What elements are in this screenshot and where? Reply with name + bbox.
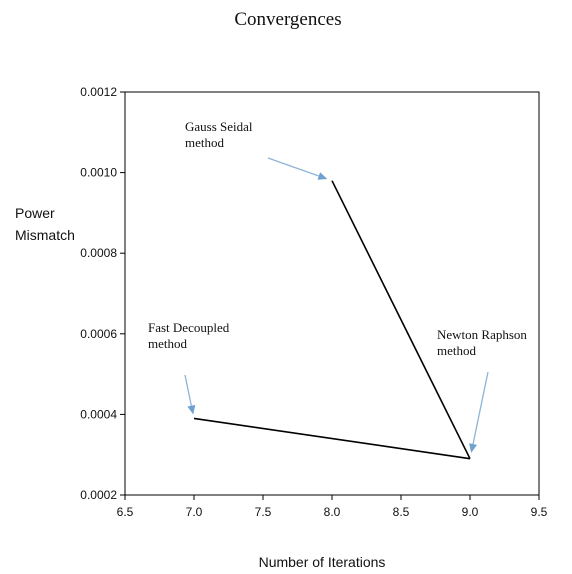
y-axis-label-line-2: Mismatch	[15, 227, 75, 243]
x-tick-label: 7.0	[186, 505, 203, 519]
plot-area	[124, 91, 540, 496]
series-line-2	[331, 180, 471, 460]
x-axis-label: Number of Iterations	[259, 554, 386, 570]
x-tick-label: 7.5	[255, 505, 272, 519]
annotation-text: method	[185, 135, 224, 150]
x-tick-label: 6.5	[117, 505, 134, 519]
x-tick-label: 8.0	[324, 505, 341, 519]
y-axis: 0.0002 0.0004 0.0006 0.0008 0.0010 0.0012	[80, 85, 125, 502]
y-tick-label: 0.0008	[80, 246, 117, 260]
annotation-text: Fast Decoupled	[148, 320, 230, 335]
annotation-text: method	[148, 336, 187, 351]
annotation-arrow	[267, 157, 320, 177]
y-tick-label: 0.0002	[80, 488, 117, 502]
x-tick-label: 9.5	[531, 505, 548, 519]
series-line-1	[193, 417, 471, 460]
y-tick-label: 0.0004	[80, 407, 117, 421]
arrow-head	[469, 443, 477, 453]
arrow-head	[317, 172, 328, 180]
arrow-head	[187, 404, 196, 415]
annotation-text: Newton Raphson	[437, 327, 527, 342]
y-tick-label: 0.0010	[80, 166, 117, 180]
annotation-text: Gauss Seidal	[185, 119, 253, 134]
y-axis-label-line-1: Power	[15, 205, 55, 221]
y-tick-label: 0.0012	[80, 85, 117, 99]
x-axis: 6.5 7.0 7.5 8.0 8.5 9.0 9.5	[117, 495, 548, 519]
annotation-arrow	[184, 374, 192, 406]
y-tick-label: 0.0006	[80, 327, 117, 341]
x-tick-label: 8.5	[393, 505, 410, 519]
x-tick-label: 9.0	[462, 505, 479, 519]
annotation-text: method	[437, 343, 476, 358]
annotation-arrow	[472, 371, 489, 445]
chart-title: Convergences	[234, 9, 341, 30]
series-group	[193, 180, 471, 460]
